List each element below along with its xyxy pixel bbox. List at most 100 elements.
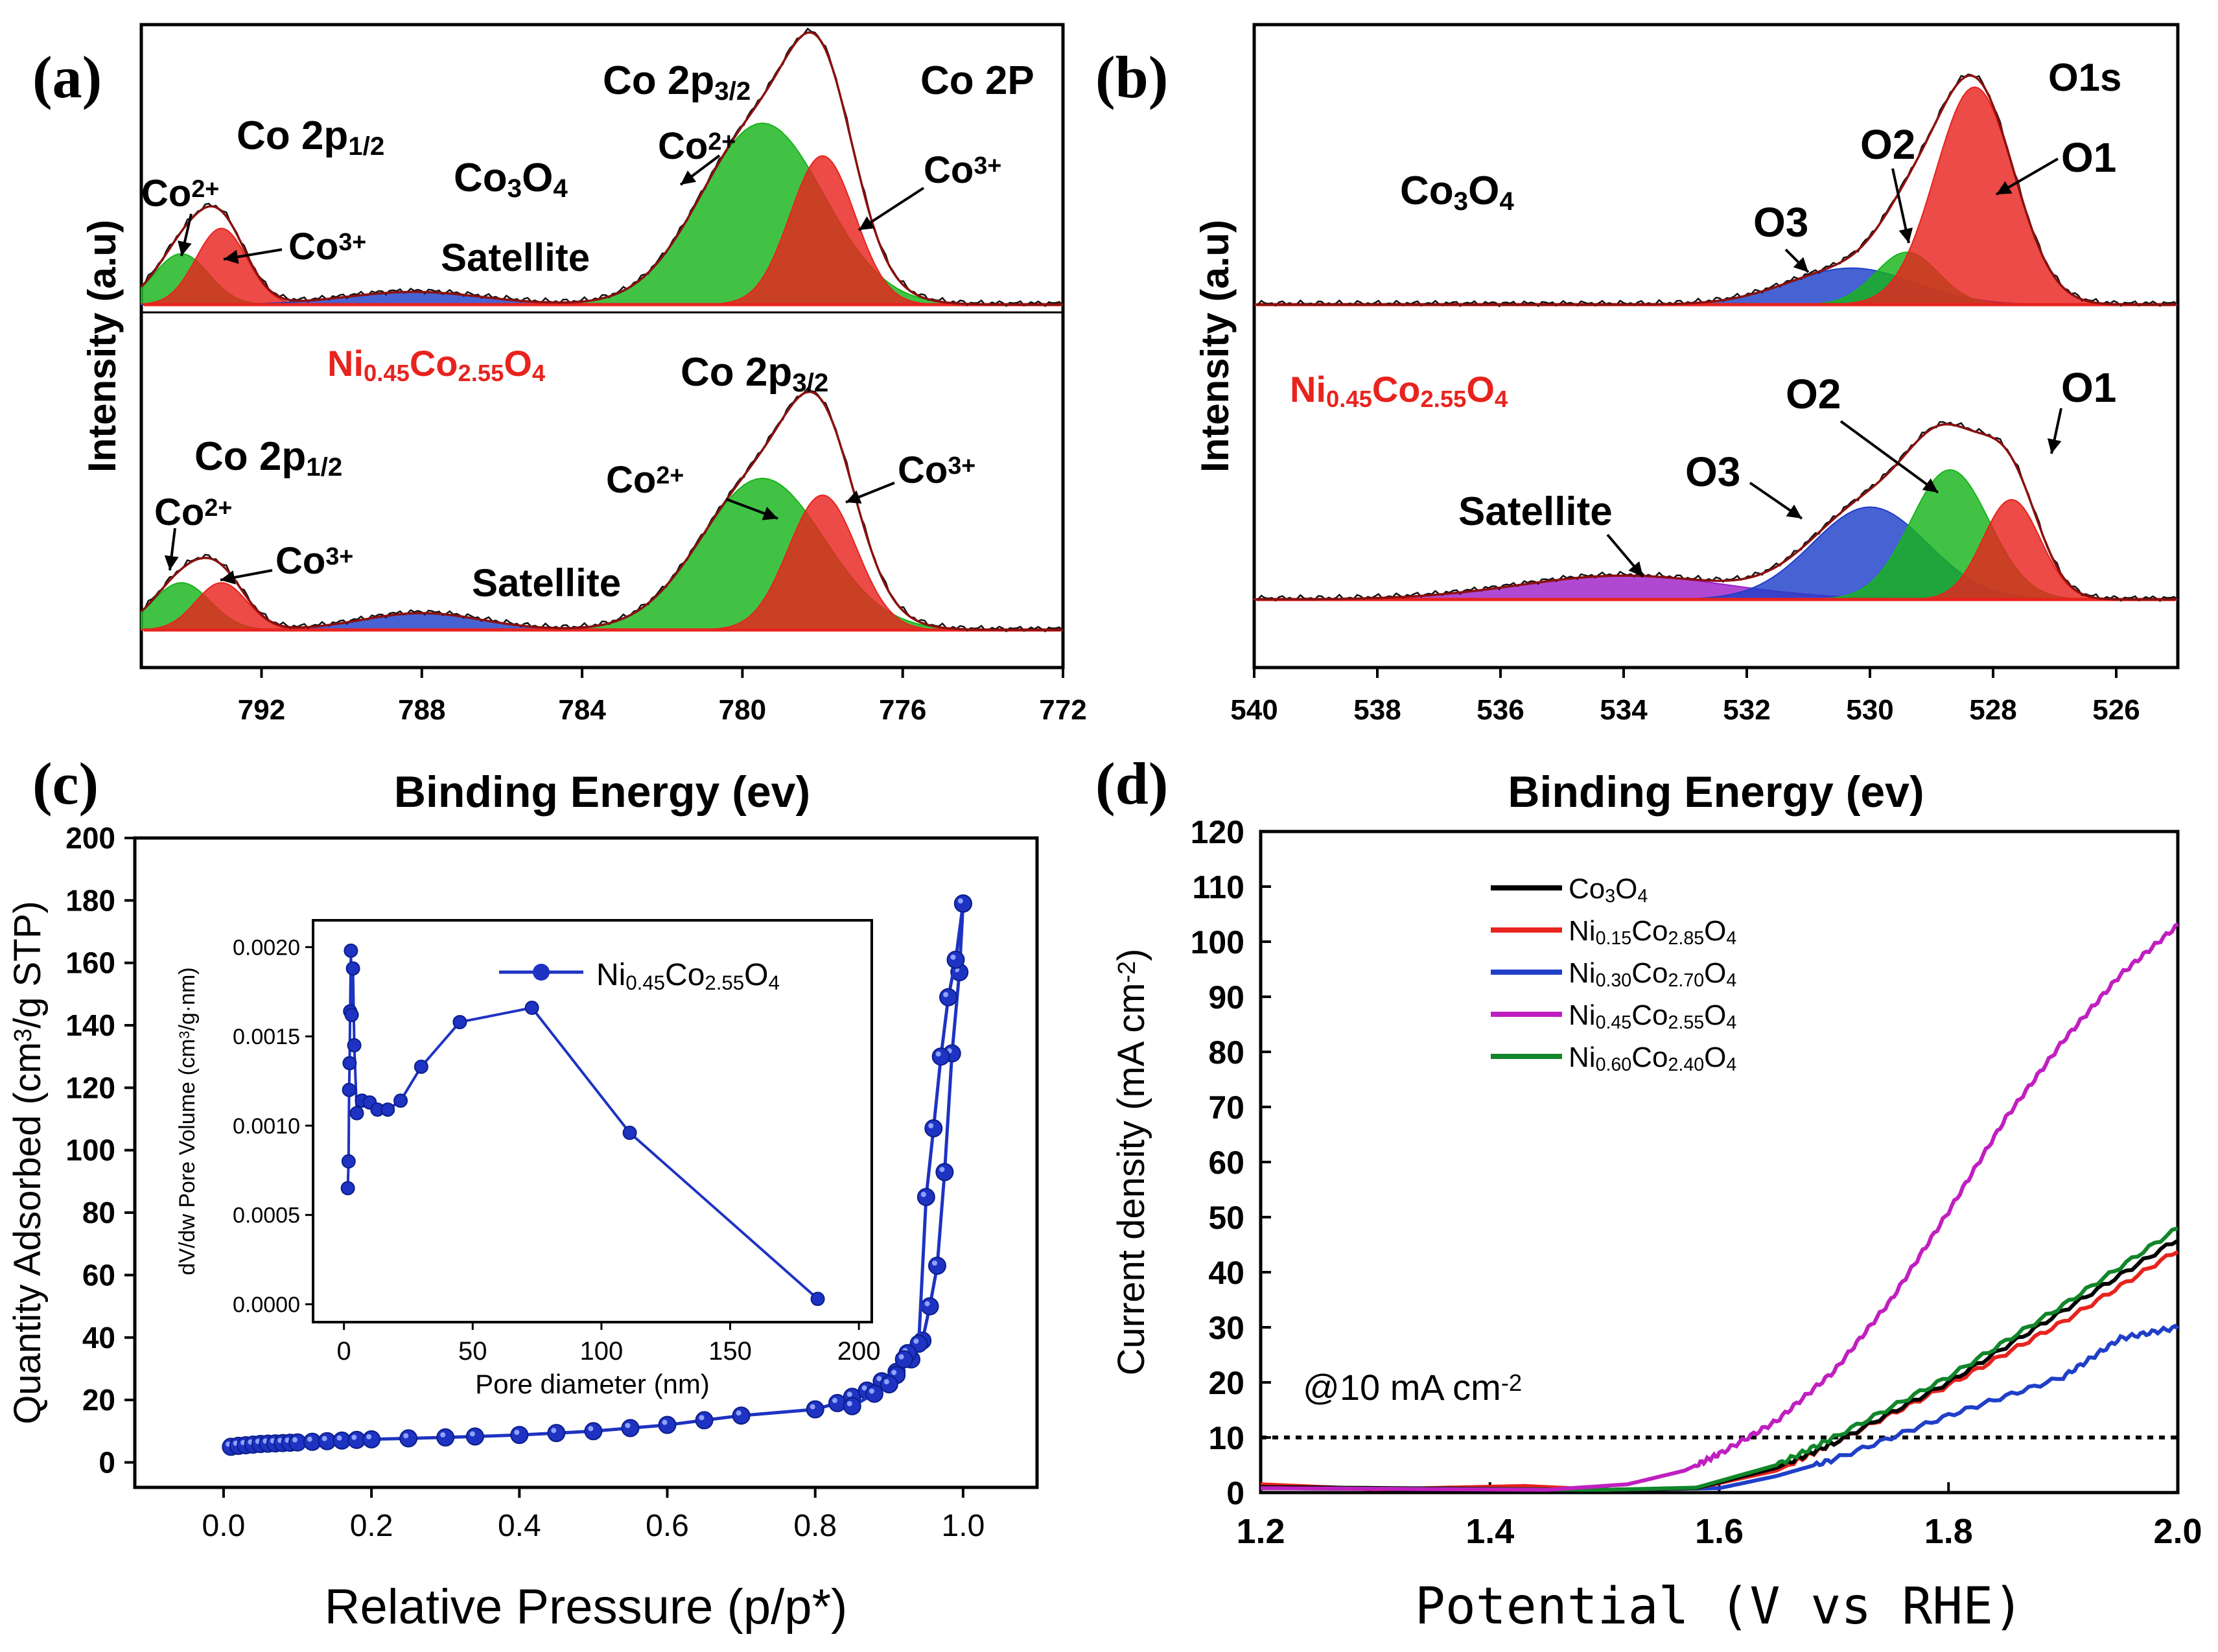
- reference-label: @10 mA cm-2: [1303, 1367, 1522, 1408]
- pore-point: [349, 1106, 364, 1121]
- x-tick-label: 526: [2092, 694, 2140, 726]
- text-part: Co: [1631, 957, 1668, 989]
- text-part: O: [1704, 1041, 1726, 1073]
- x-tick-label: 532: [1723, 694, 1770, 726]
- arrow-head: [1628, 561, 1643, 577]
- plot-frame: [1259, 830, 2180, 1495]
- x-tick-label: 0.0: [202, 1509, 246, 1543]
- sample-label-co3o4: Co3O4: [1400, 169, 1514, 216]
- point-highlight: [957, 898, 963, 904]
- fit-envelope: [1254, 74, 2178, 306]
- x-axis-title: Relative Pressure (p/p*): [325, 1579, 848, 1635]
- text-part: -2: [1501, 1369, 1522, 1396]
- y-tick-label: 30: [1208, 1310, 1244, 1346]
- text-part: 1/2: [348, 132, 384, 161]
- legend-label: Ni0.60Co2.40O4: [1569, 1041, 1736, 1075]
- y-tick-label: 40: [1208, 1255, 1244, 1291]
- text-part: 2.55: [705, 971, 744, 994]
- text-part: 0.45: [625, 971, 665, 994]
- text-part: 4: [1726, 970, 1736, 991]
- text-part: O: [1466, 369, 1495, 410]
- arrow-head: [859, 216, 875, 230]
- y-tick-label: 40: [82, 1321, 115, 1355]
- text-part: /g STP): [6, 901, 49, 1029]
- data-point: [894, 1350, 913, 1369]
- x-tick-label: 780: [719, 694, 766, 726]
- text-part: 2.40: [1668, 1054, 1704, 1075]
- panel-label: (b): [1095, 44, 1168, 110]
- point-highlight: [876, 1376, 882, 1382]
- text-part: 3+: [948, 452, 975, 479]
- point-highlight: [861, 1385, 867, 1391]
- point-highlight: [307, 1436, 312, 1442]
- peak-red: [685, 494, 960, 631]
- inset-y-tick-label: 0.0010: [233, 1114, 300, 1139]
- label-co-2p32: Co 2p3/2: [603, 58, 751, 106]
- pore-point: [344, 1008, 359, 1023]
- pore-point: [342, 1056, 357, 1071]
- data-point: [584, 1422, 603, 1441]
- data-point: [547, 1424, 566, 1443]
- point-highlight: [514, 1430, 520, 1436]
- point-highlight: [846, 1401, 852, 1406]
- label-co3-right: Co3+: [924, 149, 1001, 191]
- text-part: O: [744, 958, 768, 992]
- text-part: Co 2p: [237, 113, 348, 158]
- data-point: [865, 1384, 883, 1403]
- inset-x-tick-label: 100: [580, 1337, 624, 1366]
- chart-title: Co 2P: [920, 58, 1034, 103]
- text-part: 2+: [191, 175, 219, 202]
- text-part: 3+: [338, 228, 366, 255]
- label-co3-right-b: Co3+: [898, 449, 975, 491]
- fit-envelope: [140, 391, 1063, 631]
- text-part: 2.55: [1420, 386, 1466, 412]
- x-tick-label: 536: [1477, 694, 1524, 726]
- point-highlight: [931, 1260, 937, 1266]
- pore-point: [622, 1125, 637, 1140]
- y-tick-label: 200: [65, 821, 115, 855]
- y-tick-label: 90: [1208, 979, 1244, 1016]
- x-tick-label: 528: [1969, 694, 2016, 726]
- panel-b: 540 538 536 534 532 530 528 526 Binding Energy (…: [1095, 23, 2180, 817]
- text-part: /g·nm): [175, 967, 200, 1030]
- point-highlight: [883, 1379, 889, 1385]
- y-axis-title: Intensity (a.u): [1193, 220, 1237, 472]
- text-part: O3: [1685, 448, 1740, 495]
- text-part: 4: [768, 971, 779, 994]
- text-part: 4: [1637, 886, 1648, 907]
- label-co2-left: Co2+: [141, 172, 219, 215]
- text-part: 3: [1454, 187, 1468, 216]
- arrow-head: [681, 170, 697, 185]
- label-co2-left-b: Co2+: [154, 491, 232, 533]
- data-point: [436, 1428, 455, 1447]
- text-part: Co: [898, 449, 948, 491]
- label-o1-b: O1: [2061, 364, 2116, 411]
- point-highlight: [939, 1167, 945, 1172]
- legend-label: Ni0.15Co2.85O4: [1569, 915, 1736, 949]
- panel-a: 792 788 784 780 776 772 Binding Energy (ev) Int…: [32, 23, 1087, 817]
- pore-point: [524, 1001, 539, 1016]
- label-co-2p32-b: Co 2p3/2: [681, 350, 828, 397]
- text-part: 2+: [204, 494, 232, 521]
- text-part: 2+: [708, 128, 736, 155]
- text-part: Ni: [327, 343, 364, 384]
- y-axis-title: Intensity (a.u): [80, 220, 124, 472]
- point-highlight: [920, 1191, 926, 1197]
- x-tick-label: 540: [1230, 694, 1278, 726]
- x-tick-label: 792: [238, 694, 285, 726]
- data-point: [880, 1375, 898, 1394]
- point-highlight: [924, 1301, 930, 1307]
- y-tick-label: 120: [1191, 814, 1244, 850]
- point-highlight: [950, 954, 956, 960]
- sample-label-co3o4: Co3O4: [454, 156, 568, 203]
- text-part: O: [522, 156, 553, 200]
- data-point: [916, 1187, 935, 1206]
- text-part: Co: [410, 343, 458, 384]
- text-part: 0.30: [1596, 970, 1632, 991]
- data-point: [621, 1419, 640, 1437]
- x-tick-label: 538: [1353, 694, 1401, 726]
- label-co2-right-b: Co2+: [606, 459, 684, 501]
- x-tick-label: 776: [879, 694, 926, 726]
- x-tick-label: 784: [558, 694, 606, 726]
